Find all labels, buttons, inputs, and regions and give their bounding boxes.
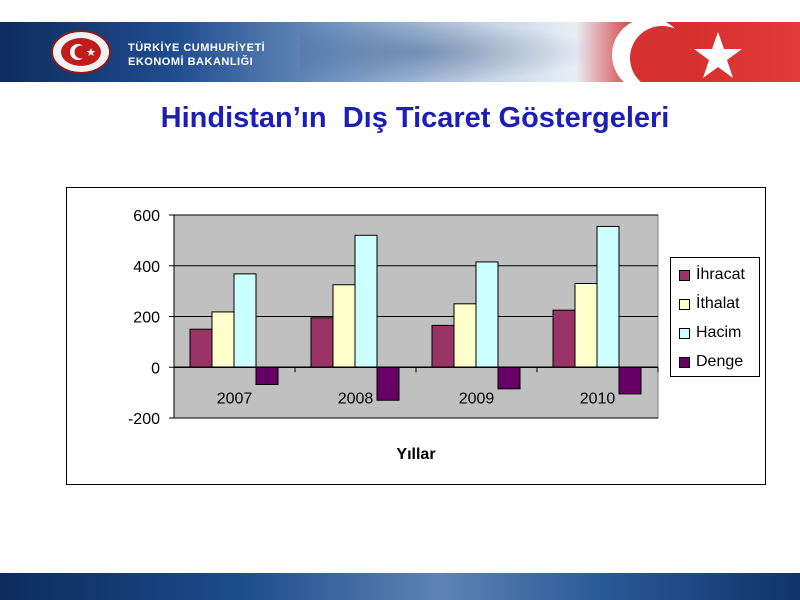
y-tick-label: 200 [133,310,160,327]
y-tick-label: 400 [133,259,160,276]
bar-denge-2008 [376,366,400,401]
bar-i̇thalat-2008 [332,284,356,368]
bar-i̇thalat-2010 [574,283,598,368]
x-tick-label: 2009 [459,390,495,407]
bar-hacim-2008 [354,234,378,368]
bar-hacim-2009 [475,261,499,368]
ministry-seal-logo [51,30,111,74]
legend-label: Hacim [696,324,742,341]
y-axis-title: Milyar Dolar [75,272,92,364]
ministry-name-line2: EKONOMİ BAKANLIĞI [128,56,254,68]
bar-i̇hracat-2007 [189,328,213,368]
y-tick-label: 600 [133,208,160,225]
chart-legend: İhracat İthalat Hacim Denge [670,257,760,377]
bar-i̇hracat-2008 [310,317,334,368]
bar-i̇hracat-2009 [431,324,455,368]
legend-swatch [679,328,690,339]
y-tick-label: 0 [151,360,160,377]
footer-banner [0,573,800,600]
bar-i̇thalat-2009 [453,303,477,368]
bar-i̇thalat-2007 [211,311,235,368]
world-map-backdrop [300,22,600,82]
bar-denge-2007 [255,366,279,386]
legend-label: İhracat [696,266,745,283]
bar-i̇hracat-2010 [552,309,576,368]
legend-label: Denge [696,353,744,370]
legend-label: İthalat [696,295,740,312]
flag-crescent-shadow [630,26,694,82]
header-banner: TÜRKİYE CUMHURİYETİ EKONOMİ BAKANLIĞI [0,22,800,82]
y-tick-label: -200 [128,411,160,428]
bar-hacim-2010 [596,225,620,368]
x-tick-label: 2008 [338,390,374,407]
ministry-name-line1: TÜRKİYE CUMHURİYETİ [128,42,266,54]
bar-denge-2010 [618,366,642,395]
legend-swatch [679,299,690,310]
flag-star-icon [694,32,742,78]
x-axis-title: Yıllar [396,446,435,463]
x-tick-label: 2010 [580,390,616,407]
legend-swatch [679,270,690,281]
x-tick-label: 2007 [217,390,253,407]
legend-swatch [679,357,690,368]
bar-denge-2009 [497,366,521,390]
slide-title: Hindistan’ın Dış Ticaret Göstergeleri [160,102,670,134]
bar-hacim-2007 [233,273,257,368]
